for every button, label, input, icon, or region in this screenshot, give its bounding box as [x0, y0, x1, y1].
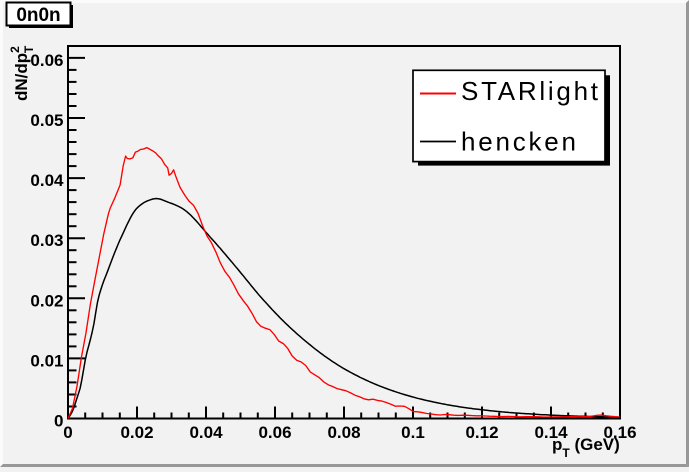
svg-text:0.03: 0.03 [30, 231, 63, 250]
svg-text:0.08: 0.08 [327, 423, 360, 442]
svg-text:0.06: 0.06 [258, 423, 291, 442]
svg-text:0.05: 0.05 [30, 111, 63, 130]
svg-text:0: 0 [63, 423, 72, 442]
svg-text:0.02: 0.02 [30, 291, 63, 310]
svg-text:0.12: 0.12 [465, 423, 498, 442]
svg-text:0.04: 0.04 [189, 423, 223, 442]
svg-text:0.06: 0.06 [30, 51, 63, 70]
svg-text:0.01: 0.01 [30, 351, 63, 370]
svg-text:0.16: 0.16 [603, 423, 636, 442]
svg-text:0.14: 0.14 [534, 423, 568, 442]
svg-text:STARlight: STARlight [461, 76, 599, 106]
svg-text:0.02: 0.02 [120, 423, 153, 442]
svg-text:hencken: hencken [461, 127, 576, 157]
svg-text:0.1: 0.1 [401, 423, 425, 442]
svg-text:0: 0 [54, 412, 63, 431]
svg-text:0.04: 0.04 [30, 171, 64, 190]
svg-text:0n0n: 0n0n [16, 5, 60, 26]
